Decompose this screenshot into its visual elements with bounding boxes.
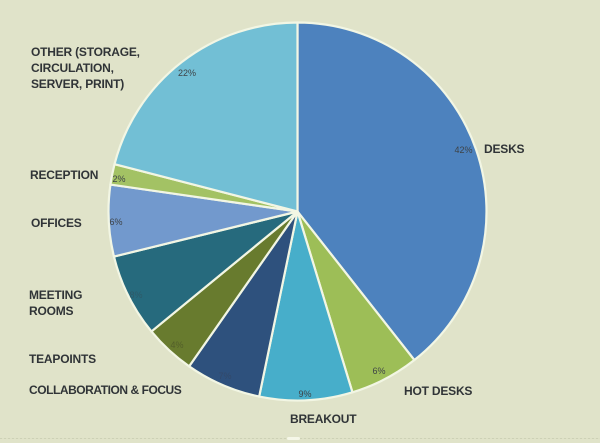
svg-text:4%: 4% — [170, 340, 183, 350]
svg-text:7%: 7% — [218, 371, 231, 381]
svg-text:42%: 42% — [454, 145, 472, 155]
svg-text:6%: 6% — [109, 217, 122, 227]
svg-text:8%: 8% — [129, 290, 142, 300]
svg-text:2%: 2% — [112, 174, 125, 184]
svg-text:6%: 6% — [372, 366, 385, 376]
svg-text:22%: 22% — [178, 68, 196, 78]
svg-text:9%: 9% — [298, 389, 311, 399]
